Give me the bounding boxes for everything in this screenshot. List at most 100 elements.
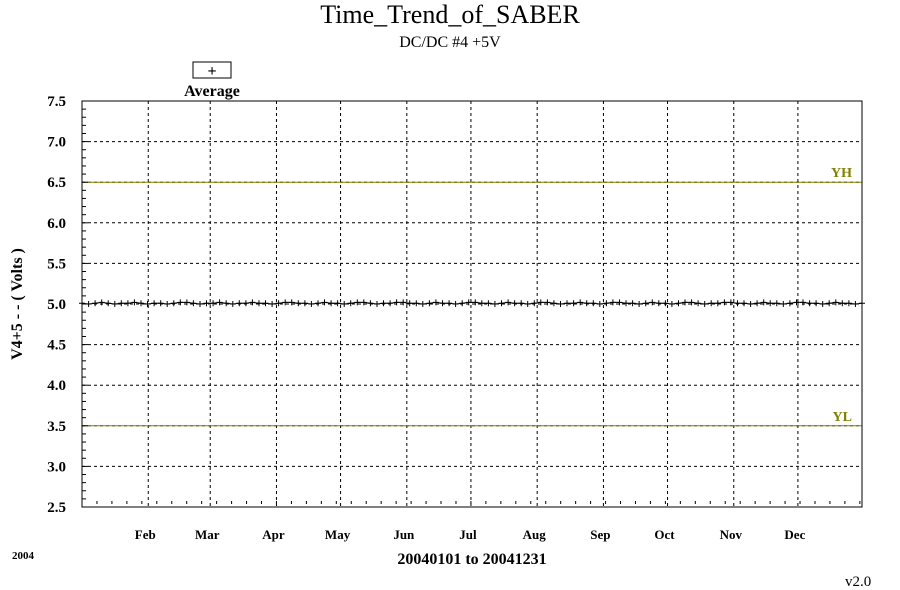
data-point [452, 301, 459, 307]
y-tick-label: 7.0 [47, 135, 66, 151]
data-point [603, 300, 610, 307]
data-point [229, 301, 236, 307]
x-tick-label-sep: Sep [590, 527, 610, 542]
version-label: v2.0 [845, 574, 871, 590]
data-point [570, 300, 577, 307]
x-tick-label-dec: Dec [784, 527, 805, 542]
data-point [301, 300, 308, 307]
data-point [360, 299, 367, 306]
data-point [472, 299, 479, 306]
y-tick-label: 5.5 [47, 256, 66, 272]
data-point [708, 300, 715, 307]
data-point [446, 300, 453, 307]
data-point [223, 300, 230, 307]
reference-label-yl: YL [833, 410, 852, 425]
x-tick-label-mar: Mar [195, 527, 220, 542]
data-point [688, 299, 695, 306]
data-point [813, 300, 820, 307]
data-point [426, 300, 433, 307]
data-point [400, 299, 407, 306]
data-point [439, 300, 446, 307]
year-label: 2004 [12, 550, 35, 562]
data-point [288, 299, 295, 306]
data-point [157, 300, 164, 307]
data-point [734, 300, 741, 307]
data-point [649, 299, 656, 306]
data-point [793, 299, 800, 306]
data-point [144, 301, 151, 307]
data-point [754, 300, 761, 307]
reference-label-yh: YH [831, 166, 852, 181]
data-point [741, 300, 747, 307]
legend-label: Average [184, 83, 240, 100]
x-tick-label-jul: Jul [459, 527, 477, 542]
y-axis-label: V4+5 - - ( Volts ) [9, 248, 26, 360]
data-point [242, 300, 249, 307]
data-point [544, 299, 551, 306]
data-point [695, 300, 702, 307]
data-point [511, 300, 518, 307]
reference-lines: YH YL [82, 166, 862, 427]
data-point [380, 300, 387, 307]
data-point [682, 299, 688, 306]
y-tick-label: 3.5 [47, 419, 66, 435]
chart-title: Time_Trend_of_SABER [320, 0, 580, 29]
data-point [282, 299, 289, 306]
legend: + Average [184, 61, 240, 100]
data-point [806, 300, 813, 307]
y-tick-label: 6.5 [47, 175, 66, 191]
x-tick-label-apr: Apr [262, 527, 285, 542]
data-point [596, 301, 603, 307]
data-point [334, 300, 341, 307]
data-point [852, 301, 859, 307]
data-point [747, 301, 754, 307]
data-point [256, 300, 262, 307]
data-point [767, 300, 774, 307]
data-point [124, 300, 131, 307]
data-point [432, 299, 439, 306]
data-point [780, 301, 787, 307]
data-point [590, 300, 597, 307]
data-point [583, 300, 590, 307]
y-tick-labels: 7.5 7.0 6.5 6.0 5.5 5.0 4.5 4.0 3.5 3.0 2.5 [47, 94, 66, 516]
x-tick-label-feb: Feb [135, 527, 156, 542]
data-point [367, 300, 374, 307]
data-point [262, 300, 269, 307]
data-point [531, 300, 538, 307]
data-point [714, 300, 721, 307]
data-point [642, 300, 649, 307]
y-tick-label: 4.0 [47, 378, 66, 394]
x-tick-label-nov: Nov [720, 527, 743, 542]
data-point [524, 301, 531, 307]
data-point [374, 301, 380, 307]
data-point [845, 300, 852, 307]
legend-box [192, 61, 232, 79]
data-point [727, 299, 734, 306]
data-point [577, 299, 584, 306]
data-point [328, 300, 335, 307]
data-point [419, 301, 426, 307]
x-tick-label-oct: Oct [654, 527, 675, 542]
x-axis-label: 20040101 to 20041231 [397, 551, 546, 568]
data-point [295, 300, 302, 307]
data-point [249, 299, 256, 306]
data-point [839, 300, 846, 307]
data-point [236, 300, 243, 307]
series-average [79, 299, 865, 307]
data-point [505, 299, 512, 306]
data-point [118, 300, 125, 307]
data-point [760, 299, 767, 306]
y-tick-label: 4.5 [47, 338, 66, 354]
data-point [275, 300, 282, 307]
data-point [721, 299, 728, 306]
data-point [773, 300, 780, 307]
data-point [105, 300, 112, 307]
data-point [564, 300, 570, 307]
data-point [164, 301, 171, 307]
data-point [550, 300, 557, 307]
data-point [832, 299, 839, 306]
data-point [636, 301, 643, 307]
data-point [197, 301, 203, 307]
x-tick-labels: Feb Mar Apr May Jun Jul Aug Sep Oct Nov Dec [135, 527, 806, 542]
data-point [177, 299, 184, 306]
